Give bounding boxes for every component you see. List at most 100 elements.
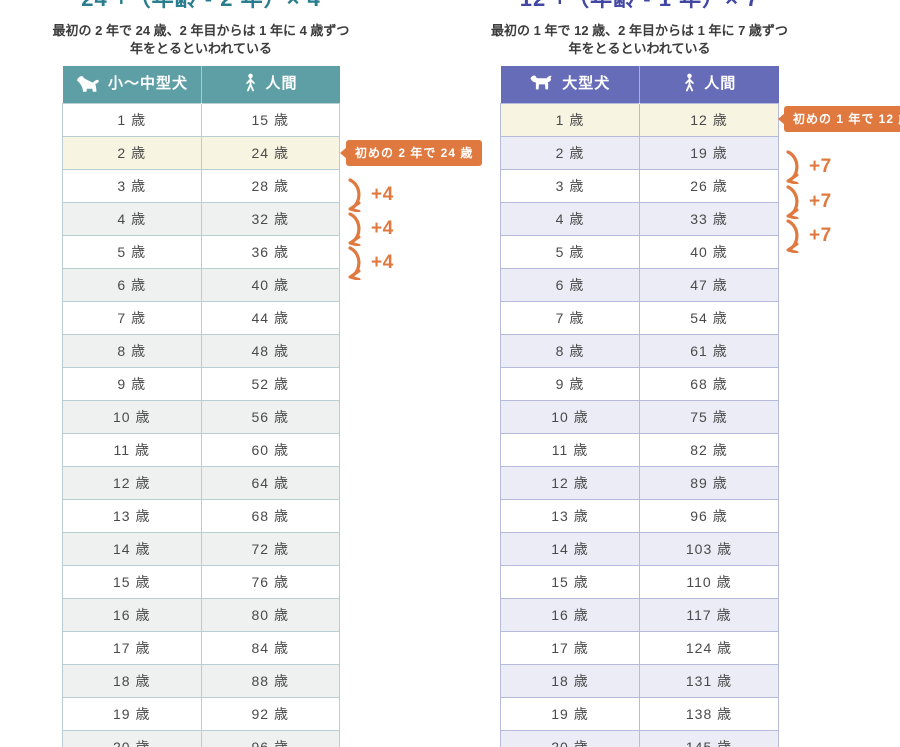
human-age-cell: 89 歳 (639, 465, 779, 500)
table-row: 1 歳 15 歳 (62, 102, 340, 137)
sitting-dog-icon (75, 73, 101, 93)
description-line: 最初の 2 年で 24 歳、2 年目からは 1 年に 4 歳ずつ (52, 23, 350, 38)
table-header-row: 小〜中型犬 人間 (62, 66, 340, 103)
human-age-cell: 24 歳 (200, 135, 340, 170)
curved-arrow-icon (344, 178, 368, 212)
human-age-cell: 92 歳 (200, 696, 340, 731)
dog-age-cell: 9 歳 (62, 366, 202, 401)
human-age-cell: 117 歳 (639, 597, 779, 632)
table-row: 11 歳 60 歳 (62, 432, 340, 467)
human-age-cell: 124 歳 (639, 630, 779, 665)
table-row: 20 歳 145 歳 (500, 729, 779, 747)
dog-age-cell: 16 歳 (500, 597, 640, 632)
human-age-cell: 96 歳 (200, 729, 340, 747)
dog-age-cell: 7 歳 (62, 300, 202, 335)
table-row: 14 歳 72 歳 (62, 531, 340, 566)
table-row: 3 歳 28 歳 (62, 168, 340, 203)
increment-label: +4 (371, 218, 394, 239)
table-row: 13 歳 96 歳 (500, 498, 779, 533)
callout-badge-first-two-years: 初めの 2 年で 24 歳 (346, 140, 483, 166)
human-age-cell: 48 歳 (200, 333, 340, 368)
dog-age-cell: 4 歳 (62, 201, 202, 236)
formula-heading: 24 +（年齢 - 2 年）× 4 (40, 0, 362, 11)
dog-column-label: 大型犬 (562, 75, 611, 93)
human-age-cell: 75 歳 (639, 399, 779, 434)
person-icon (243, 73, 258, 93)
increment-annotation: +4 (344, 246, 394, 280)
increment-annotation: +7 (782, 185, 832, 219)
dog-age-cell: 6 歳 (500, 267, 640, 302)
human-age-cell: 47 歳 (639, 267, 779, 302)
human-column-header: 人間 (200, 66, 340, 103)
age-table-large-dog: 大型犬 人間 (500, 66, 779, 747)
human-age-cell: 26 歳 (639, 168, 779, 203)
dog-age-cell: 4 歳 (500, 201, 640, 236)
table-row: 10 歳 75 歳 (500, 399, 779, 434)
dog-age-cell: 6 歳 (62, 267, 202, 302)
dog-age-cell: 11 歳 (62, 432, 202, 467)
dog-age-cell: 20 歳 (500, 729, 640, 747)
age-table-small-medium-dog: 小〜中型犬 人間 (62, 66, 340, 747)
human-age-cell: 96 歳 (639, 498, 779, 533)
panel-small-medium-dog: 24 +（年齢 - 2 年）× 4 最初の 2 年で 24 歳、2 年目からは … (40, 0, 362, 747)
dog-age-cell: 19 歳 (62, 696, 202, 731)
human-age-cell: 68 歳 (200, 498, 340, 533)
dog-age-cell: 11 歳 (500, 432, 640, 467)
human-age-cell: 88 歳 (200, 663, 340, 698)
table-row: 19 歳 92 歳 (62, 696, 340, 731)
standing-dog-icon (529, 73, 555, 92)
dog-age-cell: 17 歳 (500, 630, 640, 665)
description-line: 最初の 1 年で 12 歳、2 年目からは 1 年に 7 歳ずつ (491, 23, 788, 38)
human-age-cell: 19 歳 (639, 135, 779, 170)
dog-age-cell: 14 歳 (500, 531, 640, 566)
dog-age-cell: 15 歳 (62, 564, 202, 599)
table-row: 9 歳 52 歳 (62, 366, 340, 401)
dog-column-header: 小〜中型犬 (62, 66, 201, 103)
table-row: 4 歳 33 歳 (500, 201, 779, 236)
table-row: 5 歳 40 歳 (500, 234, 779, 269)
human-column-label: 人間 (265, 75, 298, 92)
dog-age-cell: 10 歳 (62, 399, 202, 434)
human-age-cell: 61 歳 (639, 333, 779, 368)
table-header-row: 大型犬 人間 (500, 66, 779, 103)
human-age-cell: 54 歳 (639, 300, 779, 335)
human-age-cell: 52 歳 (200, 366, 340, 401)
table-row: 16 歳 117 歳 (500, 597, 779, 632)
dog-age-cell: 20 歳 (62, 729, 202, 747)
curved-arrow-icon (344, 246, 368, 280)
dog-age-cell: 8 歳 (500, 333, 640, 368)
formula-description: 最初の 1 年で 12 歳、2 年目からは 1 年に 7 歳ずつ 年をとるといわ… (478, 22, 801, 58)
human-age-cell: 32 歳 (200, 201, 340, 236)
table-row: 8 歳 48 歳 (62, 333, 340, 368)
table-row: 20 歳 96 歳 (62, 729, 340, 747)
table-row: 8 歳 61 歳 (500, 333, 779, 368)
callout-badge-first-year: 初めの 1 年で 12 歳 (784, 106, 900, 132)
dog-age-cell: 3 歳 (62, 168, 202, 203)
dog-age-cell: 14 歳 (62, 531, 202, 566)
human-age-cell: 82 歳 (639, 432, 779, 467)
human-age-cell: 80 歳 (200, 597, 340, 632)
table-row: 17 歳 124 歳 (500, 630, 779, 665)
table-row: 15 歳 76 歳 (62, 564, 340, 599)
table-row: 9 歳 68 歳 (500, 366, 779, 401)
table-row: 2 歳 24 歳 (62, 135, 340, 170)
human-age-cell: 145 歳 (639, 729, 779, 747)
human-age-cell: 40 歳 (200, 267, 340, 302)
table-row: 2 歳 19 歳 (500, 135, 779, 170)
table-row: 18 歳 131 歳 (500, 663, 779, 698)
table-row: 13 歳 68 歳 (62, 498, 340, 533)
dog-age-cell: 5 歳 (62, 234, 202, 269)
increment-label: +7 (809, 156, 832, 177)
curved-arrow-icon (344, 212, 368, 246)
human-column-header: 人間 (639, 66, 779, 103)
dog-column-header: 大型犬 (500, 66, 640, 103)
human-age-cell: 12 歳 (639, 102, 779, 137)
human-age-cell: 15 歳 (200, 102, 340, 137)
table-row: 7 歳 44 歳 (62, 300, 340, 335)
table-row: 18 歳 88 歳 (62, 663, 340, 698)
human-age-cell: 138 歳 (639, 696, 779, 731)
human-age-cell: 33 歳 (639, 201, 779, 236)
dog-age-cell: 1 歳 (62, 102, 202, 137)
